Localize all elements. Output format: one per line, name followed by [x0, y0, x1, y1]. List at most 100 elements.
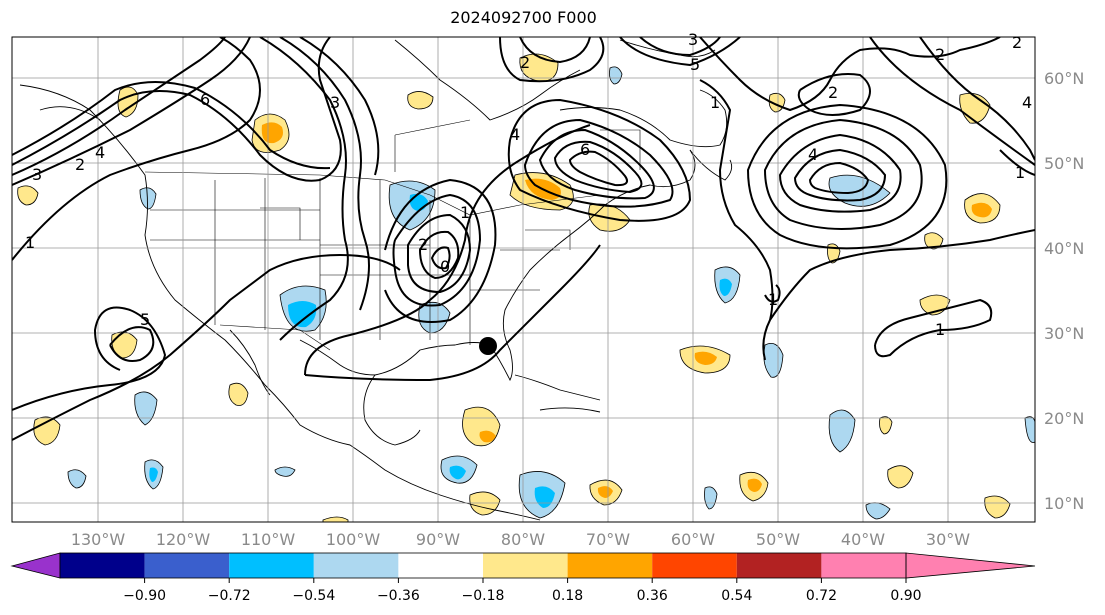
- cool-core: [149, 467, 158, 482]
- cool-patch: [865, 502, 891, 520]
- map-frame: [11, 36, 1036, 523]
- contour-label: 3: [688, 30, 698, 49]
- shaded-anomalies: [17, 53, 1035, 522]
- contour-label: 1: [768, 290, 778, 309]
- colorbar-segment: [144, 553, 230, 578]
- contour-label: 0: [440, 257, 450, 276]
- longitude-labels: 130°W 120°W 110°W 100°W 90°W 80°W 70°W 6…: [71, 530, 970, 549]
- colorbar-tick-label: −0.54: [292, 588, 335, 604]
- contour-label: 1: [710, 93, 720, 112]
- lon-label: 130°W: [71, 530, 126, 549]
- cool-patch: [609, 66, 623, 85]
- contour-label: 1: [935, 320, 945, 339]
- contour-labels: 1 2 3 4 5 6 0 1 2 3 4 5 6 2 4 3 2 1 1 2 …: [25, 30, 1032, 339]
- cool-patch: [139, 187, 157, 210]
- contour-label: 2: [520, 53, 530, 72]
- contour-label: 3: [32, 165, 42, 184]
- colorbar-extend-high: [905, 552, 1036, 579]
- contour-label: 1: [1015, 163, 1025, 182]
- colorbar: −0.90 −0.72 −0.54 −0.36 −0.18 0.18 0.36 …: [10, 552, 1036, 604]
- cool-patch: [134, 391, 158, 426]
- lat-label: 10°N: [1044, 494, 1084, 513]
- warm-patch: [984, 495, 1011, 519]
- contour-label: 4: [808, 145, 818, 164]
- warm-core: [694, 351, 717, 365]
- warm-patch: [879, 416, 893, 435]
- lon-label: 30°W: [926, 530, 970, 549]
- contour-label: 1: [25, 233, 35, 252]
- lat-label: 50°N: [1044, 154, 1084, 173]
- colorbar-tick-label: −0.18: [462, 588, 505, 604]
- warm-core: [747, 478, 762, 492]
- lon-label: 40°W: [841, 530, 885, 549]
- colorbar-segment: [483, 553, 568, 578]
- cool-patch: [274, 466, 296, 477]
- lon-label: 60°W: [671, 530, 715, 549]
- lon-label: 70°W: [586, 530, 630, 549]
- lon-label: 50°W: [756, 530, 800, 549]
- colorbar-segment: [652, 553, 737, 578]
- contour-label: 2: [75, 155, 85, 174]
- warm-patch: [462, 406, 501, 447]
- contour-label: 6: [580, 140, 590, 159]
- lat-label: 60°N: [1044, 69, 1084, 88]
- warm-core: [261, 122, 283, 144]
- warm-patch: [17, 185, 39, 206]
- contour-lines: [12, 37, 1035, 441]
- colorbar-tick-label: 0.18: [552, 588, 583, 604]
- contour-label: 4: [1022, 93, 1032, 112]
- cool-patch: [828, 409, 856, 453]
- colorbar-tick-label: −0.90: [123, 588, 166, 604]
- cool-core: [288, 301, 317, 328]
- colorbar-tick-label: 0.72: [806, 588, 837, 604]
- warm-core: [971, 202, 992, 218]
- contour-label: 5: [690, 55, 700, 74]
- warm-patch: [407, 91, 434, 110]
- cool-core: [534, 486, 555, 508]
- cool-patch: [67, 469, 87, 489]
- political-borders: [144, 119, 641, 351]
- lat-label: 20°N: [1044, 409, 1084, 428]
- colorbar-ticks: −0.90 −0.72 −0.54 −0.36 −0.18 0.18 0.36 …: [123, 578, 922, 604]
- contour-label: 1: [460, 203, 470, 222]
- coastlines: [19, 39, 733, 521]
- lon-label: 110°W: [241, 530, 296, 549]
- colorbar-tick-label: 0.90: [890, 588, 921, 604]
- colorbar-segment: [736, 553, 822, 578]
- warm-patch: [469, 491, 501, 516]
- warm-patch: [887, 465, 914, 489]
- contour-label: 2: [935, 45, 945, 64]
- warm-patch: [322, 516, 349, 522]
- colorbar-tick-label: −0.36: [377, 588, 420, 604]
- cool-patch: [418, 301, 451, 334]
- lat-label: 30°N: [1044, 324, 1084, 343]
- contour-label: 2: [1012, 33, 1022, 52]
- colorbar-segment: [398, 553, 483, 578]
- cool-core: [719, 278, 732, 296]
- latitude-labels: 60°N 50°N 40°N 30°N 20°N 10°N: [1044, 69, 1084, 513]
- contour-label: 3: [330, 93, 340, 112]
- lat-label: 40°N: [1044, 239, 1084, 258]
- warm-patch: [959, 92, 991, 124]
- cool-core: [449, 465, 466, 480]
- lon-label: 100°W: [326, 530, 381, 549]
- colorbar-tick-label: −0.72: [208, 588, 251, 604]
- cool-patch: [763, 342, 784, 378]
- colorbar-segment: [60, 553, 145, 578]
- warm-core: [597, 486, 613, 498]
- colorbar-tick-label: 0.36: [637, 588, 668, 604]
- colorbar-segment: [313, 553, 399, 578]
- contour-label: 2: [828, 83, 838, 102]
- contour-label: 4: [95, 143, 105, 162]
- map-title: 2024092700 F000: [450, 8, 597, 27]
- warm-patch: [33, 416, 61, 446]
- lon-label: 80°W: [501, 530, 545, 549]
- contour-label: 5: [140, 310, 150, 329]
- colorbar-segment: [567, 553, 653, 578]
- colorbar-segment: [821, 553, 906, 578]
- warm-core: [479, 430, 496, 443]
- lon-label: 90°W: [416, 530, 460, 549]
- cool-patch: [1024, 416, 1035, 443]
- contour-label: 4: [510, 125, 520, 144]
